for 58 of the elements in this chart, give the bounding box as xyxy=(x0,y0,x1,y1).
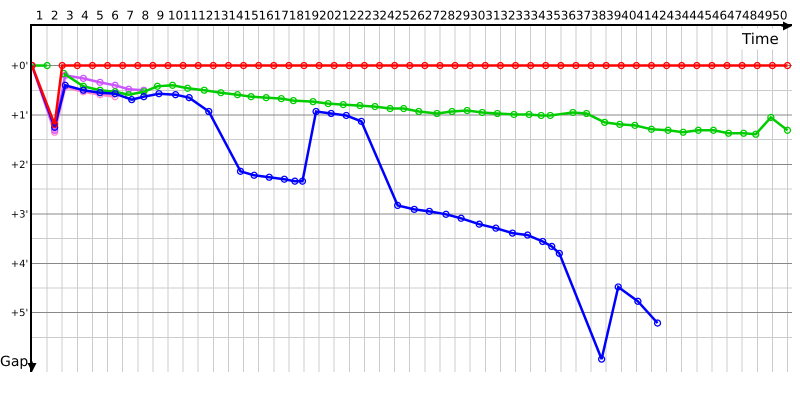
x-tick-label: 17 xyxy=(274,8,289,22)
x-tick-label: 30 xyxy=(470,8,486,22)
x-tick-label: 48 xyxy=(742,8,758,22)
x-tick-label: 44 xyxy=(682,8,697,22)
x-tick-label: 12 xyxy=(198,8,214,22)
x-tick-label: 16 xyxy=(258,8,274,22)
x-tick-label: 37 xyxy=(576,8,592,22)
x-tick-label: 6 xyxy=(111,8,119,22)
x-tick-label: 39 xyxy=(606,8,622,22)
y-axis-title: Gap xyxy=(0,354,28,370)
x-tick-label: 26 xyxy=(410,8,425,22)
x-tick-label: 9 xyxy=(156,8,164,22)
x-tick-label: 41 xyxy=(636,8,652,22)
y-tick-label: +4' xyxy=(10,258,28,270)
x-tick-label: 49 xyxy=(757,8,772,22)
x-tick-label: 14 xyxy=(228,8,244,22)
x-tick-label: 19 xyxy=(304,8,320,22)
x-tick-label: 40 xyxy=(621,8,636,22)
x-tick-label: 36 xyxy=(560,8,576,22)
x-tick-label: 33 xyxy=(515,8,531,22)
x-tick-label: 46 xyxy=(712,8,728,22)
x-tick-label: 38 xyxy=(590,8,606,22)
x-tick-label: 35 xyxy=(546,8,561,22)
x-tick-label: 11 xyxy=(183,8,198,22)
x-tick-label: 43 xyxy=(666,8,682,22)
x-tick-label: 18 xyxy=(288,8,304,22)
x-tick-label: 47 xyxy=(726,8,742,22)
x-tick-label: 50 xyxy=(772,8,788,22)
y-tick-label: +0' xyxy=(10,61,28,72)
x-tick-label: 34 xyxy=(530,8,546,22)
x-tick-label: 25 xyxy=(394,8,410,22)
x-tick-label: 27 xyxy=(424,8,440,22)
x-tick-label: 20 xyxy=(318,8,334,22)
y-tick-label: +1' xyxy=(10,110,28,122)
x-tick-label: 5 xyxy=(96,8,104,22)
x-tick-label: 22 xyxy=(349,8,364,22)
x-tick-label: 1 xyxy=(36,8,44,22)
x-tick-label: 29 xyxy=(454,8,470,22)
y-tick-label: +3' xyxy=(10,209,28,220)
x-tick-label: 2 xyxy=(50,8,58,22)
x-tick-label: 13 xyxy=(213,8,229,22)
x-tick-label: 24 xyxy=(379,8,395,22)
y-tick-label: +2' xyxy=(10,160,28,171)
x-tick-label: 21 xyxy=(334,8,350,22)
x-tick-label: 23 xyxy=(364,8,380,22)
x-tick-label: 7 xyxy=(126,8,134,22)
x-tick-label: 8 xyxy=(142,8,150,22)
x-tick-label: 15 xyxy=(243,8,259,22)
x-tick-label: 10 xyxy=(168,8,184,22)
x-tick-label: 42 xyxy=(651,8,667,22)
x-tick-label: 32 xyxy=(500,8,516,22)
x-tick-label: 28 xyxy=(440,8,456,22)
x-tick-label: 3 xyxy=(66,8,74,22)
x-tick-label: 4 xyxy=(81,8,89,22)
x-tick-label: 31 xyxy=(485,8,500,22)
y-tick-label: +5' xyxy=(10,308,28,320)
x-axis-title: Time xyxy=(741,30,779,48)
x-tick-label: 45 xyxy=(696,8,712,22)
